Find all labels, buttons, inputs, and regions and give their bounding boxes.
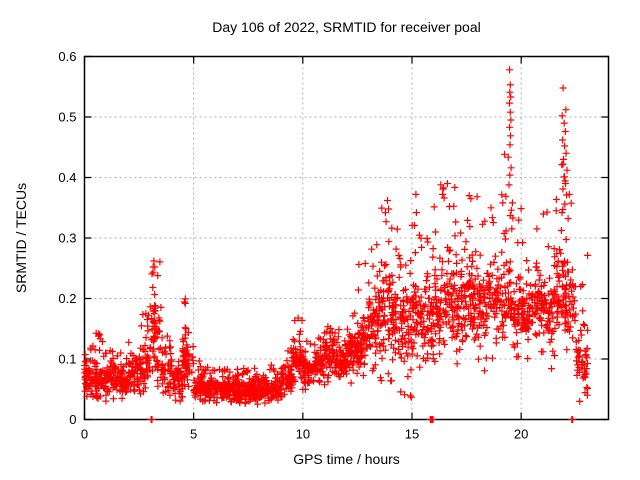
x-tick-label: 5 — [190, 427, 197, 442]
y-tick-label: 0.2 — [58, 291, 76, 306]
axis-ticks — [83, 55, 609, 421]
x-tick-label: 0 — [81, 427, 88, 442]
chart-title: Day 106 of 2022, SRMTID for receiver poa… — [212, 19, 481, 35]
y-tick-label: 0.5 — [58, 110, 76, 125]
y-tick-label: 0.1 — [58, 352, 76, 367]
y-tick-label: 0.4 — [58, 170, 76, 185]
scatter-points — [81, 66, 592, 423]
x-tick-label: 15 — [405, 427, 419, 442]
x-axis-label: GPS time / hours — [293, 451, 400, 467]
x-tick-label: 20 — [514, 427, 528, 442]
y-tick-label: 0 — [69, 412, 76, 427]
y-tick-label: 0.3 — [58, 231, 76, 246]
y-tick-label: 0.6 — [58, 49, 76, 64]
x-tick-label: 10 — [296, 427, 310, 442]
